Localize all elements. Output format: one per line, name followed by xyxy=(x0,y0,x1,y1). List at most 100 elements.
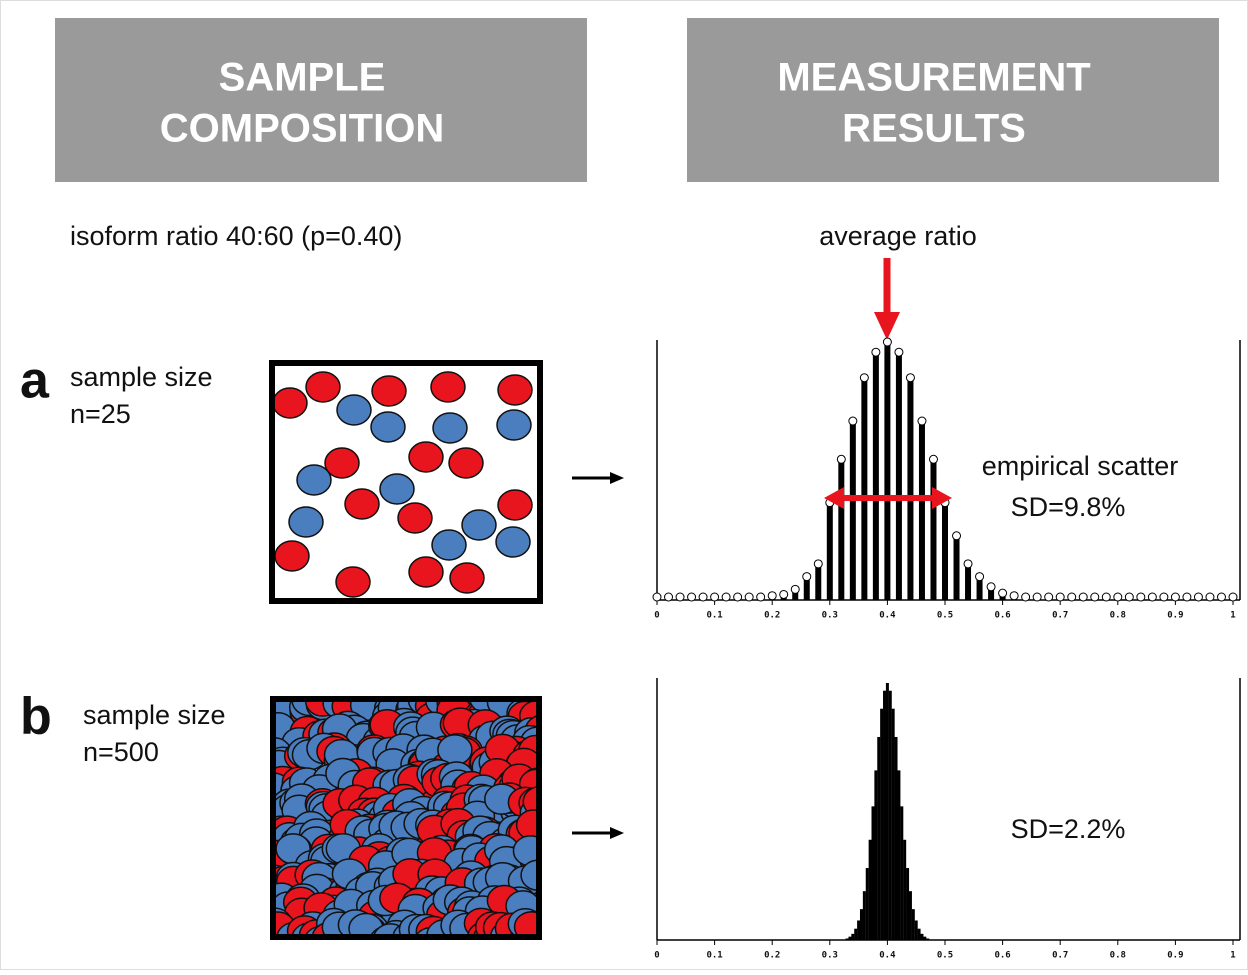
sample-dot xyxy=(431,529,467,561)
bar-marker xyxy=(1101,592,1111,602)
bar-marker xyxy=(710,592,720,602)
bar xyxy=(884,345,891,600)
bar xyxy=(883,690,887,940)
bar xyxy=(885,683,889,940)
bar xyxy=(874,770,878,940)
annotation: average ratio xyxy=(819,221,977,251)
bar xyxy=(815,566,822,600)
bar xyxy=(897,770,901,940)
bar xyxy=(838,462,845,600)
bar xyxy=(861,380,868,600)
sample-dot xyxy=(272,387,308,419)
sample-dot xyxy=(324,447,360,479)
sample-dot xyxy=(522,786,537,818)
bar xyxy=(965,566,972,600)
sample-dot xyxy=(371,375,407,407)
x-tick-label: 0.4 xyxy=(879,951,896,961)
bar xyxy=(854,928,858,940)
x-tick-label: 0.2 xyxy=(764,951,780,961)
bar-marker xyxy=(756,592,766,602)
bar xyxy=(859,909,863,940)
bar xyxy=(917,928,921,940)
bar xyxy=(871,806,875,940)
x-tick-label: 0.8 xyxy=(1110,611,1126,621)
ratio-label: isoform ratio 40:60 (p=0.40) xyxy=(70,221,402,251)
sample-dot xyxy=(461,509,497,541)
annotation: SD=2.2% xyxy=(1011,814,1126,844)
sample-dot xyxy=(379,473,415,505)
bar-marker xyxy=(1147,592,1157,602)
sample-frame xyxy=(270,696,542,940)
bar-marker xyxy=(1009,591,1019,601)
bar-marker xyxy=(1159,592,1169,602)
sample-dot xyxy=(397,502,433,534)
x-tick-label: 0.9 xyxy=(1167,951,1183,961)
bar xyxy=(903,839,907,940)
sample-dot xyxy=(497,489,533,521)
bar xyxy=(988,589,995,600)
bar-marker xyxy=(952,531,962,541)
bar-marker xyxy=(1216,592,1226,602)
bar-marker xyxy=(1021,592,1031,602)
bar-marker xyxy=(813,559,823,569)
sample-dot xyxy=(496,409,532,441)
bar xyxy=(907,380,914,600)
bar-marker xyxy=(1182,592,1192,602)
x-tick-label: 0.8 xyxy=(1110,951,1126,961)
x-tick-label: 1 xyxy=(1230,951,1235,961)
annotation: SD=9.8% xyxy=(1011,492,1126,522)
bar xyxy=(953,538,960,600)
bar xyxy=(914,920,918,940)
sample-dot xyxy=(296,464,332,496)
bar-marker xyxy=(1193,592,1203,602)
bar xyxy=(868,839,872,940)
bar-marker xyxy=(836,454,846,464)
bar xyxy=(849,424,856,600)
x-tick-label: 0.3 xyxy=(822,951,838,961)
bar xyxy=(851,933,855,940)
bar xyxy=(906,868,910,940)
bar xyxy=(923,936,927,940)
sample-box xyxy=(272,371,533,598)
bar-marker xyxy=(664,592,674,602)
header-box xyxy=(687,18,1219,182)
header-text: SAMPLE xyxy=(219,56,386,100)
x-tick-label: 0.6 xyxy=(994,611,1010,621)
annotation: empirical scatter xyxy=(982,451,1179,481)
bar xyxy=(865,868,869,940)
bar-marker xyxy=(1090,592,1100,602)
x-tick-label: 1 xyxy=(1230,611,1235,621)
header-box xyxy=(55,18,587,182)
sample-dot xyxy=(408,441,444,473)
bar-marker xyxy=(733,592,743,602)
header-text: COMPOSITION xyxy=(160,107,444,151)
bar xyxy=(920,933,924,940)
bar-marker xyxy=(986,582,996,592)
sample-dot xyxy=(408,556,444,588)
bar xyxy=(911,909,915,940)
sample-dot xyxy=(449,562,485,594)
bar xyxy=(848,936,852,940)
bar xyxy=(857,920,861,940)
bar xyxy=(942,505,948,600)
bar-marker xyxy=(1170,592,1180,602)
bar-marker xyxy=(917,416,927,426)
sample-dot xyxy=(336,394,372,426)
x-tick-label: 0.3 xyxy=(822,611,838,621)
bar-marker xyxy=(675,592,685,602)
bar-marker xyxy=(1032,592,1042,602)
bar xyxy=(908,891,912,940)
header-text: MEASUREMENT xyxy=(777,56,1090,100)
bar xyxy=(826,505,833,600)
bar-marker xyxy=(1205,592,1215,602)
size-label: sample size xyxy=(70,362,213,392)
sample-dot xyxy=(274,540,310,572)
x-tick-label: 0.5 xyxy=(937,611,953,621)
sample-dot xyxy=(513,911,537,935)
sample-dot xyxy=(335,566,371,598)
flow-arrow xyxy=(572,827,624,839)
bar-marker xyxy=(744,592,754,602)
bar xyxy=(999,596,1006,600)
bar xyxy=(926,938,930,940)
